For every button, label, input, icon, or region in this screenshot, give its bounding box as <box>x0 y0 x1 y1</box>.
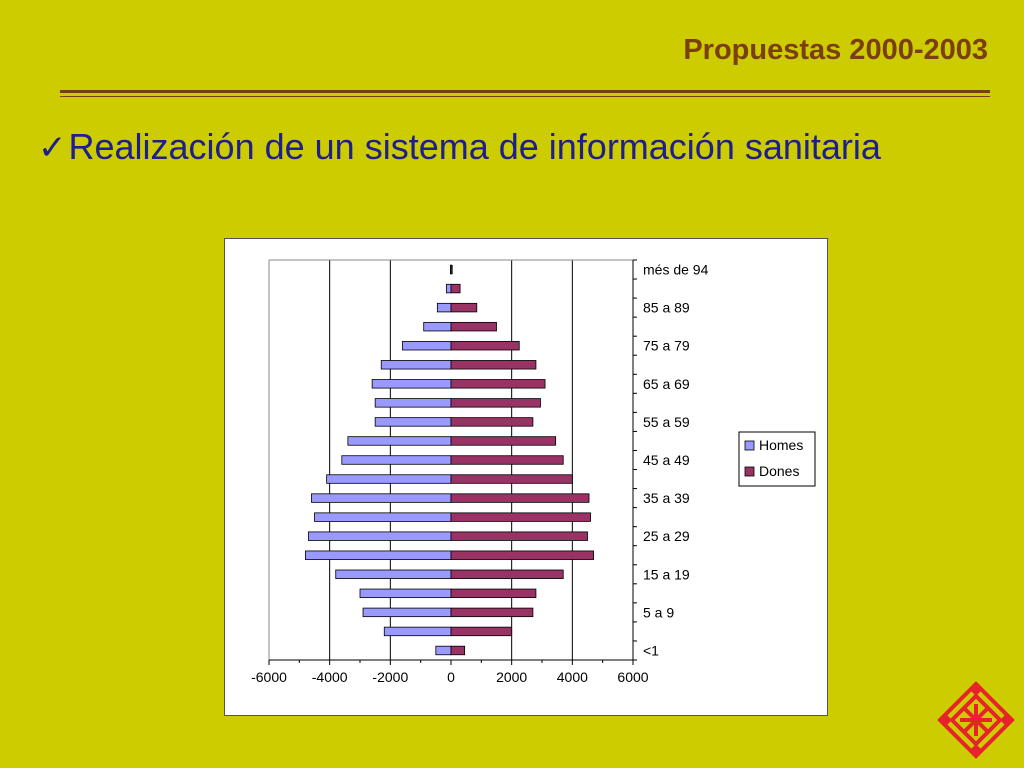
bar-homes <box>335 569 452 579</box>
slide-title: Propuestas 2000-2003 <box>683 34 988 66</box>
bar-dones <box>450 455 564 465</box>
x-tick-label: -6000 <box>251 669 287 685</box>
bar-dones <box>450 360 537 370</box>
bar-dones <box>450 417 534 427</box>
bar-homes <box>435 645 452 656</box>
bar-dones <box>450 645 466 656</box>
bar-homes <box>383 626 452 637</box>
x-tick-label: -4000 <box>312 669 348 685</box>
bar-dones <box>450 626 513 637</box>
bar-homes <box>347 436 452 446</box>
legend-swatch-dones <box>744 466 755 477</box>
title-divider-thick <box>60 90 990 93</box>
y-tick-label: 15 a 19 <box>643 566 690 582</box>
title-divider-thin <box>60 96 990 97</box>
bar-dones <box>450 302 478 313</box>
y-tick-label: 75 a 79 <box>643 338 690 354</box>
institution-logo-icon <box>937 681 1015 759</box>
y-tick-label: 35 a 39 <box>643 490 690 506</box>
bar-homes <box>359 588 452 599</box>
bar-homes <box>305 550 452 560</box>
bar-dones <box>450 493 590 503</box>
y-tick-label: 5 a 9 <box>643 604 674 620</box>
bar-homes <box>308 531 452 541</box>
x-tick-label: 4000 <box>557 669 588 685</box>
x-tick-label: 2000 <box>496 669 527 685</box>
bar-homes <box>374 417 452 427</box>
legend-swatch-homes <box>744 440 755 451</box>
legend-label-homes: Homes <box>759 437 803 453</box>
bar-homes <box>314 512 452 522</box>
bar-dones <box>450 569 564 579</box>
bar-dones <box>450 321 497 332</box>
check-icon: ✓ <box>38 128 67 168</box>
bar-dones <box>450 283 461 294</box>
y-tick-label: 55 a 59 <box>643 414 690 430</box>
bar-homes <box>362 607 452 618</box>
y-tick-label: 25 a 29 <box>643 528 690 544</box>
y-tick-label: més de 94 <box>643 262 709 278</box>
bar-homes <box>402 341 452 351</box>
bar-dones <box>450 264 453 275</box>
bar-dones <box>450 341 520 351</box>
y-tick-label: <1 <box>643 642 659 658</box>
x-tick-label: 6000 <box>617 669 648 685</box>
x-tick-label: -2000 <box>372 669 408 685</box>
bar-dones <box>450 550 594 560</box>
bar-dones <box>450 436 557 446</box>
bar-homes <box>380 360 452 370</box>
bar-dones <box>450 512 591 522</box>
bar-homes <box>311 493 452 503</box>
bar-dones <box>450 607 534 618</box>
y-tick-label: 65 a 69 <box>643 376 690 392</box>
y-tick-label: 85 a 89 <box>643 300 690 316</box>
bar-homes <box>436 302 452 313</box>
bullet-text: Realización de un sistema de información… <box>68 126 881 167</box>
y-tick-label: 45 a 49 <box>643 452 690 468</box>
bar-dones <box>450 531 588 541</box>
bar-homes <box>341 455 452 465</box>
population-pyramid-chart: -6000 -4000 -2000 0 2000 4000 6000 <1 5 a 9 15 a … <box>224 238 828 716</box>
bar-dones <box>450 398 541 408</box>
bullet-point: ✓Realización de un sistema de informació… <box>38 126 881 168</box>
bar-homes <box>326 474 452 484</box>
bar-dones <box>450 379 546 389</box>
bar-homes <box>446 283 452 294</box>
bar-dones <box>450 588 537 599</box>
bar-homes <box>423 321 452 332</box>
bar-dones <box>450 474 573 484</box>
x-tick-label: 0 <box>447 669 455 685</box>
chart-svg: -6000 -4000 -2000 0 2000 4000 6000 <1 5 a 9 15 a … <box>251 259 816 685</box>
bar-homes <box>374 398 452 408</box>
legend-label-dones: Dones <box>759 463 799 479</box>
bar-homes <box>371 379 452 389</box>
